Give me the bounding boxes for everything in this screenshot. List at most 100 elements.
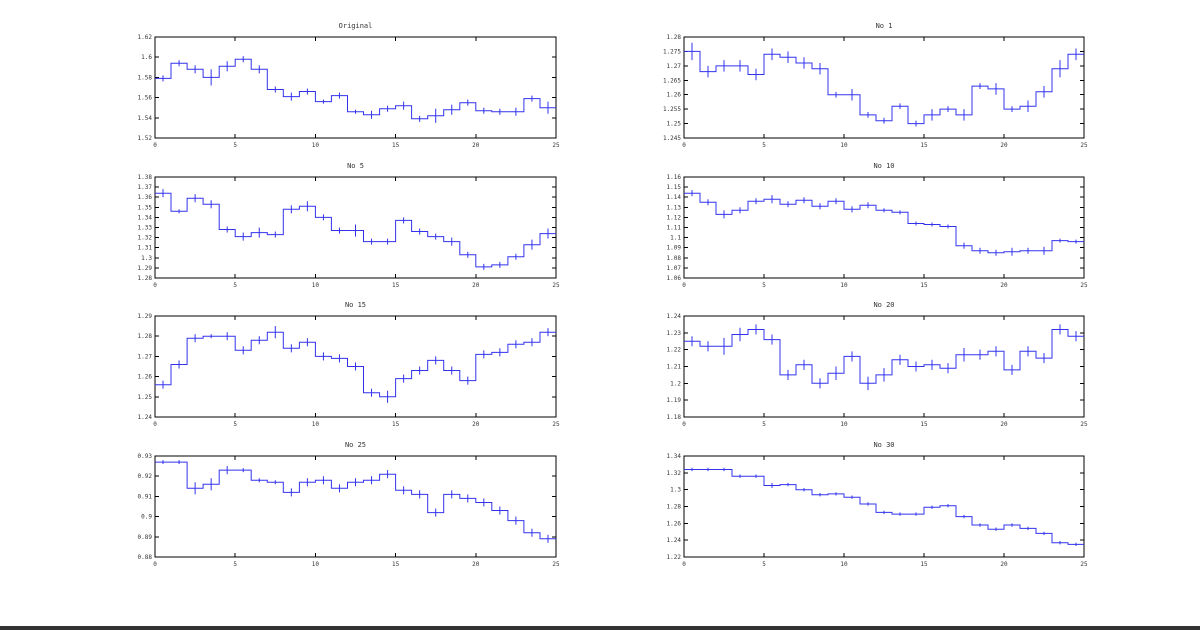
x-tick-label: 15 — [392, 282, 400, 289]
x-tick-label: 15 — [920, 561, 928, 568]
x-tick-label: 5 — [762, 561, 766, 568]
y-tick-label: 1.255 — [663, 106, 681, 113]
y-tick-label: 1.22 — [667, 554, 682, 561]
y-tick-label: 1.26 — [667, 520, 682, 527]
x-tick-label: 20 — [1000, 561, 1008, 568]
x-tick-label: 5 — [762, 282, 766, 289]
y-tick-label: 1.26 — [138, 374, 153, 381]
x-tick-label: 5 — [233, 421, 237, 428]
x-tick-label: 15 — [920, 421, 928, 428]
chart-panel: No 30 0 5 10 15 20 25 1.22 1.24 1.26 1.28 1.3 1.32 1.… — [667, 441, 1088, 568]
y-tick-label: 1.3 — [670, 487, 681, 494]
y-tick-label: 1.2 — [670, 380, 681, 387]
series-line — [684, 50, 1084, 125]
y-tick-label: 1.18 — [667, 414, 682, 421]
y-tick-label: 1.32 — [667, 470, 682, 477]
x-tick-label: 10 — [312, 561, 320, 568]
y-tick-label: 1.37 — [138, 184, 153, 191]
chart-panel: Original 0 5 10 15 20 25 1.52 1.54 1.56 1.58 1.6 1.6… — [138, 22, 560, 149]
x-tick-label: 25 — [1080, 421, 1088, 428]
y-tick-label: 1.19 — [667, 397, 682, 404]
x-tick-label: 0 — [682, 421, 686, 428]
x-tick-label: 20 — [1000, 282, 1008, 289]
x-tick-label: 0 — [153, 421, 157, 428]
x-tick-label: 10 — [840, 282, 848, 289]
y-tick-label: 1.28 — [667, 504, 682, 511]
chart-title: No 10 — [873, 162, 894, 170]
y-tick-label: 0.88 — [138, 554, 153, 561]
y-tick-label: 1.24 — [138, 414, 153, 421]
y-tick-label: 1.14 — [667, 194, 682, 201]
plot-frame — [683, 36, 1085, 139]
x-tick-label: 10 — [840, 142, 848, 149]
y-tick-label: 1.245 — [663, 135, 681, 142]
y-tick-label: 1.15 — [667, 184, 682, 191]
y-tick-label: 1.07 — [667, 265, 682, 272]
chart-panel: No 1 0 5 10 15 20 25 1.245 1.25 1.255 1.26 1.265 1.2… — [663, 22, 1088, 149]
x-tick-label: 10 — [840, 561, 848, 568]
x-tick-label: 10 — [312, 142, 320, 149]
series-line — [684, 469, 1084, 545]
x-tick-label: 15 — [920, 282, 928, 289]
plot-frame — [154, 36, 557, 139]
plot-frame — [683, 455, 1085, 558]
x-tick-label: 25 — [552, 421, 560, 428]
y-tick-label: 1.21 — [667, 364, 682, 371]
x-tick-label: 10 — [312, 282, 320, 289]
x-tick-label: 0 — [682, 142, 686, 149]
x-tick-label: 0 — [682, 561, 686, 568]
x-tick-label: 20 — [1000, 421, 1008, 428]
x-tick-label: 10 — [312, 421, 320, 428]
y-tick-label: 1.38 — [138, 174, 153, 181]
x-tick-label: 25 — [1080, 142, 1088, 149]
y-tick-label: 1.34 — [138, 214, 153, 221]
y-tick-label: 1.24 — [667, 537, 682, 544]
x-tick-label: 25 — [1080, 282, 1088, 289]
plot-frame — [683, 315, 1085, 418]
x-tick-label: 5 — [233, 282, 237, 289]
y-tick-label: 1.36 — [138, 194, 153, 201]
y-tick-label: 0.89 — [138, 534, 153, 541]
y-tick-label: 1.25 — [667, 121, 682, 128]
y-tick-label: 1.26 — [667, 92, 682, 99]
chart-title: Original — [339, 22, 373, 30]
chart-title: No 20 — [873, 301, 894, 309]
series-line — [684, 192, 1084, 254]
x-tick-label: 15 — [392, 561, 400, 568]
chart-title: No 5 — [347, 162, 364, 170]
y-tick-label: 1.06 — [667, 275, 682, 282]
y-tick-label: 0.91 — [138, 493, 153, 500]
chart-panel: No 5 0 5 10 15 20 25 1.28 1.29 1.3 1.31 1.32 1.33 1.3… — [138, 162, 560, 289]
y-tick-label: 1.25 — [138, 394, 153, 401]
x-tick-label: 15 — [920, 142, 928, 149]
x-tick-label: 25 — [552, 561, 560, 568]
x-tick-label: 20 — [472, 282, 480, 289]
x-tick-label: 15 — [392, 142, 400, 149]
y-tick-label: 1.13 — [667, 204, 682, 211]
y-tick-label: 1.29 — [138, 313, 153, 320]
bottom-bar — [0, 626, 1200, 630]
chart-title: No 1 — [876, 22, 893, 30]
x-tick-label: 5 — [762, 421, 766, 428]
chart-title: No 30 — [873, 441, 894, 449]
x-tick-label: 15 — [392, 421, 400, 428]
y-tick-label: 1.56 — [138, 95, 153, 102]
y-tick-label: 1.3 — [141, 255, 152, 262]
y-tick-label: 1.31 — [138, 245, 153, 252]
x-tick-label: 0 — [682, 282, 686, 289]
x-tick-label: 0 — [153, 282, 157, 289]
y-tick-label: 1.29 — [138, 265, 153, 272]
x-tick-label: 25 — [552, 142, 560, 149]
x-tick-label: 20 — [472, 421, 480, 428]
series-line — [155, 58, 556, 120]
x-tick-label: 5 — [762, 142, 766, 149]
y-tick-label: 1.11 — [667, 225, 682, 232]
x-tick-label: 0 — [153, 142, 157, 149]
y-tick-label: 1.28 — [138, 333, 153, 340]
y-tick-label: 1.09 — [667, 245, 682, 252]
y-tick-label: 1.52 — [138, 135, 153, 142]
y-tick-label: 1.22 — [667, 347, 682, 354]
y-tick-label: 0.9 — [141, 514, 152, 521]
chart-title: No 25 — [345, 441, 366, 449]
